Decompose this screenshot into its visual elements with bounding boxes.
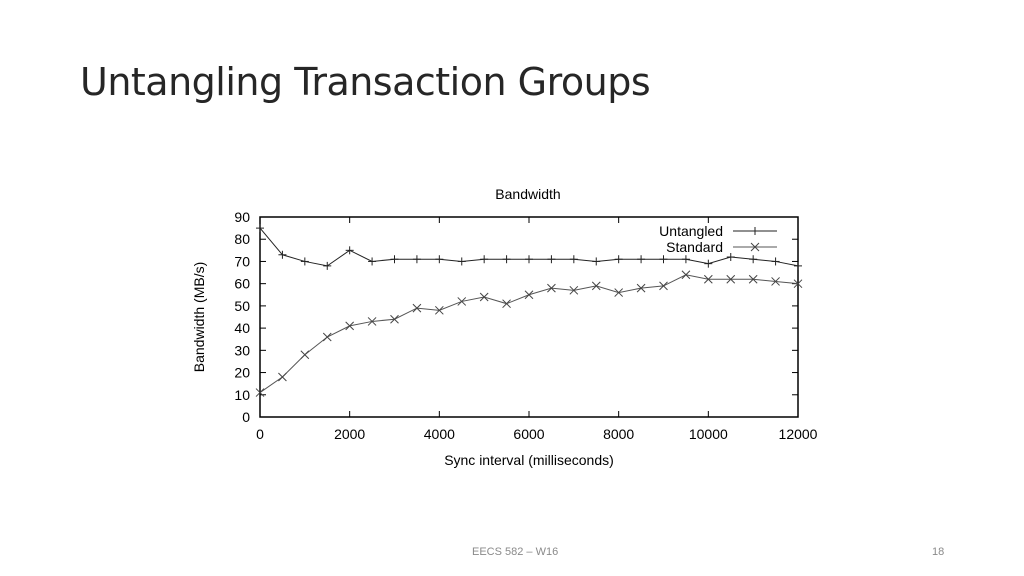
x-tick-label: 10000 [689,426,728,442]
chart-title: Bandwidth [495,186,560,202]
data-point-cross-b [636,283,646,293]
data-point-cross-b [322,332,332,342]
x-tick-label: 8000 [603,426,634,442]
series-line [259,274,799,393]
data-point-cross-b [659,281,668,291]
y-axis-ticks: 0 10 20 30 40 50 60 70 80 90 [234,209,798,425]
slide-title: Untangling Transaction Groups [80,60,651,104]
legend-label: Standard [666,239,723,255]
y-tick-label: 20 [234,365,250,381]
data-point-cross-b [614,288,624,297]
data-point-cross-b [502,299,511,309]
data-point-cross-b [547,283,556,293]
data-point-cross-b [278,372,287,382]
footer-course: EECS 582 – W16 [472,546,559,558]
series-untangled [256,224,802,270]
x-tick-label: 0 [256,426,264,442]
x-axis-ticks: 0 2000 4000 6000 8000 10000 12000 [256,217,818,442]
legend-label: Untangled [659,223,723,239]
x-tick-label: 12000 [779,426,818,442]
y-tick-label: 10 [234,387,250,403]
y-tick-label: 50 [234,298,250,314]
x-axis-label: Sync interval (milliseconds) [444,452,614,468]
y-tick-label: 70 [234,253,250,269]
y-tick-label: 40 [234,320,250,336]
x-tick-label: 2000 [334,426,365,442]
data-point-cross-b [569,285,579,295]
data-point-cross-b [591,281,601,291]
y-tick-label: 80 [234,231,250,247]
data-point-cross-b [300,350,310,360]
data-point-cross-b [524,290,534,300]
y-axis-label: Bandwidth (MB/s) [191,262,207,372]
data-point-cross-b [434,305,444,315]
data-point-cross-b [255,388,265,397]
series-standard [255,270,803,397]
y-tick-label: 0 [242,409,250,425]
data-point-cross-b [390,314,399,324]
bandwidth-chart: Bandwidth 0 10 20 30 40 50 60 70 80 90 0 2000 4000 6… [191,186,818,468]
x-tick-label: 4000 [424,426,455,442]
data-point-cross-b [793,279,803,289]
page-number: 18 [932,546,945,558]
y-tick-label: 90 [234,209,250,225]
series-lines [255,224,803,397]
y-tick-label: 60 [234,276,250,292]
data-point-cross-b [367,317,377,326]
data-point-cross-b [703,274,713,284]
data-point-cross-b [726,274,736,284]
y-tick-label: 30 [234,342,250,358]
data-point-cross-b [771,277,780,286]
data-point-cross-b [479,292,489,302]
data-point-cross-b [750,242,760,252]
data-point-cross-b [748,274,758,284]
data-point-cross-b [681,270,691,280]
data-point-cross-b [345,321,355,331]
data-point-cross-b [457,297,467,306]
data-point-cross-b [412,303,422,313]
x-tick-label: 6000 [513,426,544,442]
